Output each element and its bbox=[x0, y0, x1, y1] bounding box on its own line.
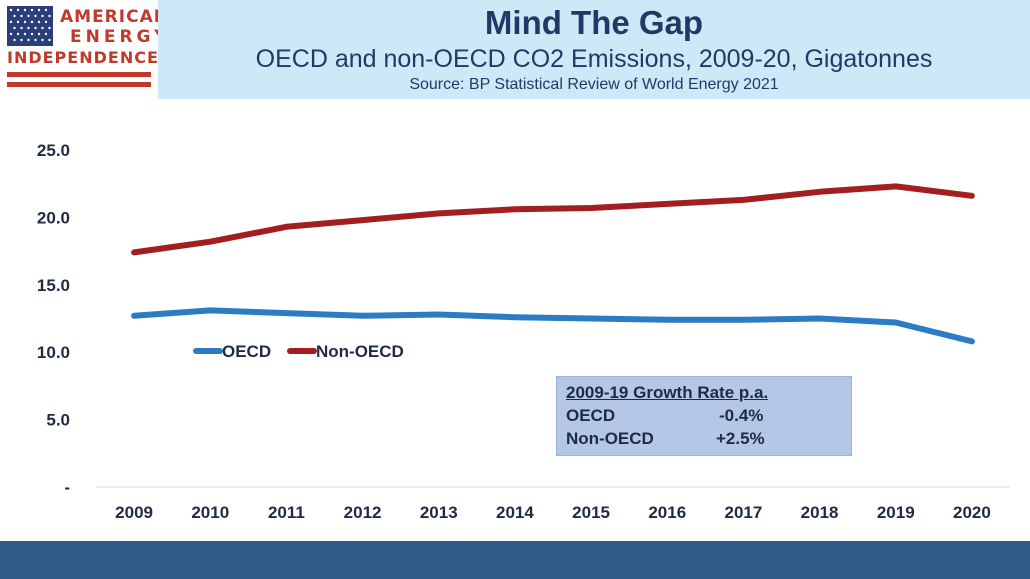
x-tick-label: 2012 bbox=[344, 503, 382, 522]
x-tick-label: 2018 bbox=[801, 503, 839, 522]
series-line-oecd bbox=[131, 307, 975, 345]
y-tick-label: 25.0 bbox=[37, 141, 70, 160]
x-tick-label: 2009 bbox=[115, 503, 153, 522]
y-tick-label: 5.0 bbox=[46, 411, 70, 430]
x-tick-label: 2011 bbox=[268, 503, 305, 522]
y-tick-label: 20.0 bbox=[37, 208, 70, 227]
footer-bar bbox=[0, 541, 1030, 579]
logo-stripe-2 bbox=[7, 82, 151, 87]
logo: AMERICAN ENERGY INDEPENDENCE bbox=[0, 0, 168, 99]
y-tick-label: 10.0 bbox=[37, 343, 70, 362]
x-tick-label: 2017 bbox=[725, 503, 763, 522]
logo-text-independence: INDEPENDENCE bbox=[7, 48, 159, 67]
x-tick-label: 2010 bbox=[191, 503, 229, 522]
y-tick-label: 15.0 bbox=[37, 276, 70, 295]
growth-rate-box: 2009-19 Growth Rate p.a. OECD -0.4% Non-… bbox=[556, 376, 852, 456]
chart-subtitle: OECD and non-OECD CO2 Emissions, 2009-20… bbox=[255, 45, 933, 73]
y-tick-label: - bbox=[64, 478, 70, 497]
growth-rate-heading: 2009-19 Growth Rate p.a. bbox=[566, 383, 769, 402]
x-tick-label: 2019 bbox=[877, 503, 915, 522]
x-tick-label: 2015 bbox=[572, 503, 610, 522]
logo-stripe-1 bbox=[7, 72, 151, 77]
legend-label-oecd: OECD bbox=[222, 342, 271, 361]
growth-rate-value-oecd: -0.4% bbox=[719, 406, 764, 425]
series-line-non-oecd bbox=[131, 183, 975, 256]
x-tick-label: 2016 bbox=[648, 503, 686, 522]
line-chart: - 5.0 10.0 15.0 20.0 25.0 2009 2010 2011 2012 2013… bbox=[37, 141, 1010, 522]
growth-rate-label-non-oecd: Non-OECD bbox=[566, 429, 654, 448]
header-band bbox=[158, 0, 1030, 99]
x-tick-label: 2014 bbox=[496, 503, 534, 522]
legend-label-non-oecd: Non-OECD bbox=[316, 342, 404, 361]
growth-rate-value-non-oecd: +2.5% bbox=[716, 429, 765, 448]
chart-title: Mind The Gap bbox=[484, 4, 704, 41]
growth-rate-label-oecd: OECD bbox=[566, 406, 616, 425]
logo-text-energy: ENERGY bbox=[70, 27, 171, 47]
logo-text-american: AMERICAN bbox=[60, 7, 169, 27]
x-tick-label: 2013 bbox=[420, 503, 458, 522]
us-flag-icon bbox=[7, 6, 53, 46]
chart-source: Source: BP Statistical Review of World E… bbox=[409, 76, 779, 93]
x-tick-label: 2020 bbox=[953, 503, 991, 522]
